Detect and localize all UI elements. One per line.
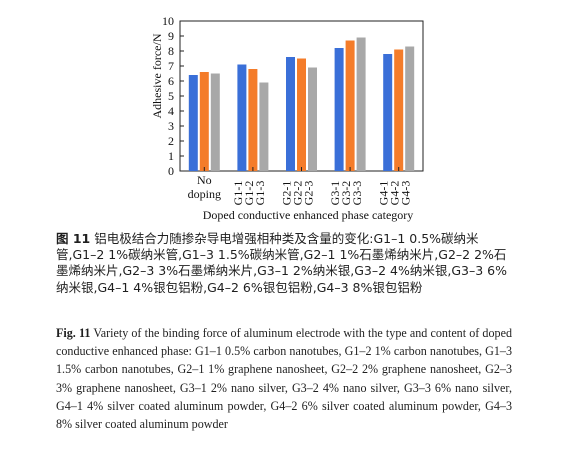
caption-english: Fig. 11 Variety of the binding force of …	[56, 324, 512, 433]
x-tick-label-g4-1: G4-1	[377, 181, 391, 206]
bar-6	[286, 57, 295, 171]
y-tick-label-5: 5	[168, 89, 174, 103]
y-tick-label-3: 3	[168, 119, 174, 133]
bar-chart: Adhesive force/N Doped conductive enhanc…	[150, 14, 424, 222]
x-tick-label-g1-1: G1-1	[231, 181, 245, 206]
bar-9	[334, 48, 344, 171]
y-tick-label-10: 10	[162, 14, 174, 28]
bar-4	[248, 69, 258, 171]
y-axis-label-group: Adhesive force/N	[150, 33, 164, 118]
bar-7	[297, 58, 306, 171]
x-tick-label-g2-2: G2-2	[291, 181, 305, 206]
x-tick-label-g1-3: G1-3	[253, 181, 267, 206]
caption-chinese: 图 11 铝电极结合力随掺杂导电增强相种类及含量的变化:G1–1 0.5%碳纳米…	[56, 231, 512, 296]
x-tick-label-g3-2: G3-2	[339, 181, 353, 206]
caption-chinese-text: 铝电极结合力随掺杂导电增强相种类及含量的变化:G1–1 0.5%碳纳米管,G1–…	[56, 231, 507, 295]
caption-chinese-label: 图 11	[56, 231, 91, 246]
bar-11	[356, 37, 366, 171]
y-tick-label-8: 8	[168, 44, 174, 58]
y-tick-label-7: 7	[168, 59, 174, 73]
bar-1	[199, 72, 209, 171]
x-axis-label: Doped conductive enhanced phase category	[203, 208, 414, 222]
x-tick-label-g3-3: G3-3	[350, 181, 364, 206]
bar-13	[394, 49, 404, 171]
bar-8	[308, 67, 317, 171]
y-tick-label-2: 2	[168, 134, 174, 148]
y-axis-label: Adhesive force/N	[150, 33, 164, 118]
x-tick-label-g2-3: G2-3	[302, 181, 316, 206]
caption-english-text: Variety of the binding force of aluminum…	[56, 326, 512, 432]
bar-10	[345, 40, 355, 171]
y-tick-label-0: 0	[168, 164, 174, 178]
caption-english-label: Fig. 11	[56, 326, 91, 340]
bar-14	[405, 46, 415, 171]
x-tick-label-no: No	[197, 173, 212, 187]
x-tick-label-g4-3: G4-3	[399, 181, 413, 206]
bar-12	[383, 54, 393, 171]
x-tick-label-g4-2: G4-2	[388, 181, 402, 206]
x-tick-label-g1-2: G1-2	[242, 181, 256, 206]
y-tick-label-6: 6	[168, 74, 174, 88]
y-tick-label-9: 9	[168, 29, 174, 43]
x-tick-label-g2-1: G2-1	[280, 181, 294, 206]
bar-0	[188, 75, 198, 171]
y-tick-label-4: 4	[168, 104, 174, 118]
bar-5	[259, 82, 269, 171]
x-tick-label-doping: doping	[188, 187, 221, 201]
bar-2	[210, 73, 220, 171]
y-tick-label-1: 1	[168, 149, 174, 163]
x-tick-label-g3-1: G3-1	[328, 181, 342, 206]
bar-3	[237, 64, 247, 171]
